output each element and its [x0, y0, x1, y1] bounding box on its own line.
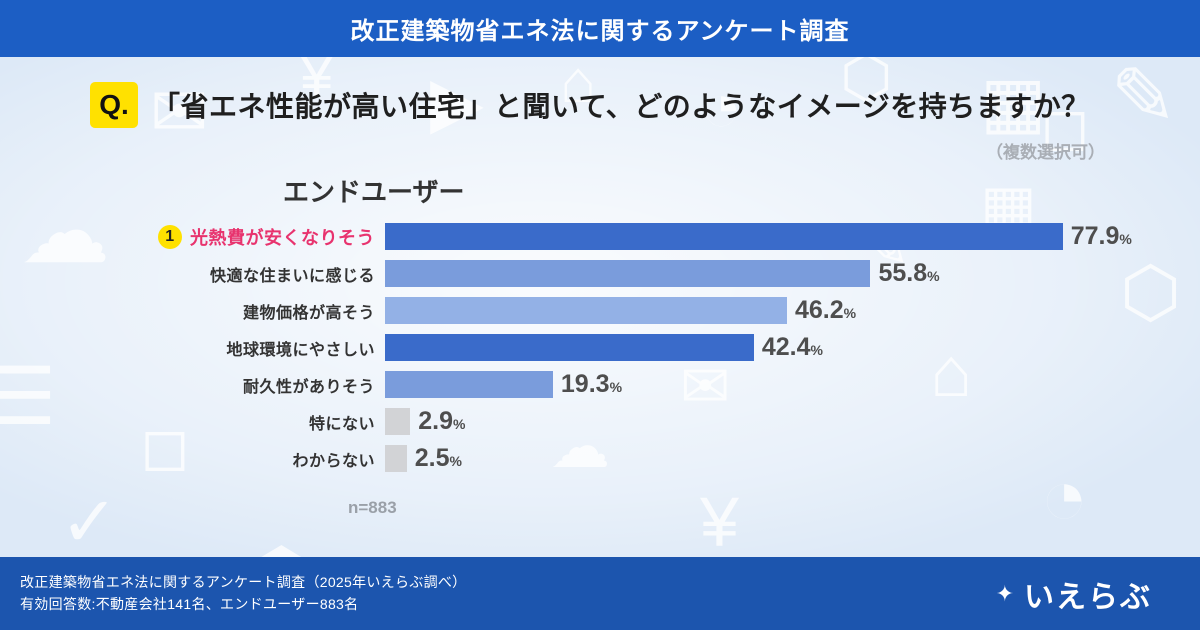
chart-row: 地球環境にやさしい 42.4% [90, 329, 1170, 366]
question-text: 「省エネ性能が高い住宅」と聞いて、どのようなイメージを持ちますか？ [152, 91, 1090, 122]
bar-segment [385, 371, 553, 398]
bar-label-text: 快適な住まいに感じる [209, 267, 375, 285]
bar-track: 19.3% [385, 370, 1170, 399]
decorative-icon: ¥ [700, 483, 739, 557]
bar-label: 快適な住まいに感じる [90, 262, 385, 286]
decorative-icon: ✓ [60, 483, 119, 557]
bar-value: 2.9% [418, 407, 466, 435]
ielove-logo-text: いえらぶ [1024, 580, 1152, 614]
bar-segment [385, 297, 787, 324]
bar-track: 46.2% [385, 296, 1170, 325]
bar-track: 77.9% [385, 222, 1170, 251]
ielove-logo-icon: ✦ [995, 580, 1016, 606]
bar-label: 地球環境にやさしい [90, 336, 385, 360]
bar-label: 1 光熱費が安くなりそう [90, 224, 385, 250]
chart-row: 1 光熱費が安くなりそう 77.9% [90, 218, 1170, 255]
bar-track: 2.9% [385, 407, 1170, 436]
bar-label: わからない [90, 447, 385, 471]
footer: 改正建築物省エネ法に関するアンケート調査（2025年いえらぶ調べ） 有効回答数:… [0, 557, 1200, 630]
bar-label-text: 光熱費が安くなりそう [190, 227, 375, 248]
page-title: 改正建築物省エネ法に関するアンケート調査 [0, 0, 1200, 57]
footer-line1: 改正建築物省エネ法に関するアンケート調査（2025年いえらぶ調べ） [20, 573, 467, 590]
chart-row: わからない 2.5% [90, 440, 1170, 477]
bar-label-text: 耐久性がありそう [242, 378, 375, 396]
decorative-icon: ☗ [250, 537, 313, 557]
bar-track: 2.5% [385, 444, 1170, 473]
chart-row: 特にない 2.9% [90, 403, 1170, 440]
bar-value: 2.5% [414, 444, 462, 472]
footer-line2: 有効回答数:不動産会社141名、エンドユーザー883名 [20, 595, 359, 612]
bar-segment [385, 260, 871, 287]
bar-value: 77.9% [1070, 222, 1132, 250]
bar-segment [385, 223, 1063, 250]
chart-row: 快適な住まいに感じる 55.8% [90, 255, 1170, 292]
bar-value: 55.8% [878, 259, 940, 287]
bar-segment [385, 445, 407, 472]
bar-label-text: 建物価格が高そう [242, 304, 375, 322]
ielove-logo: ✦ いえらぶ [996, 572, 1152, 616]
bar-track: 42.4% [385, 333, 1170, 362]
bar-label-text: 地球環境にやさしい [226, 341, 375, 359]
rank-badge: 1 [158, 224, 182, 249]
bar-value: 19.3% [560, 370, 623, 398]
bar-value: 46.2% [794, 296, 857, 324]
question-badge: Q. [90, 82, 138, 128]
bar-label: 建物価格が高そう [90, 299, 385, 323]
chart-row: 耐久性がありそう 19.3% [90, 366, 1170, 403]
bar-label: 特にない [90, 410, 385, 434]
multi-select-note: （複数選択可） [986, 143, 1105, 162]
sample-size: n=883 [348, 498, 397, 517]
question-row: Q. 「省エネ性能が高い住宅」と聞いて、どのようなイメージを持ちますか？ [90, 82, 1130, 128]
chart-row: 建物価格が高そう 46.2% [90, 292, 1170, 329]
bar-segment [385, 334, 754, 361]
bar-label-text: わからない [292, 452, 375, 470]
decorative-icon: ☰ [0, 352, 57, 441]
bar-segment [385, 408, 411, 435]
bar-label-text: 特にない [308, 415, 375, 433]
bar-track: 55.8% [385, 259, 1170, 288]
bar-label: 耐久性がありそう [90, 373, 385, 397]
chart-title: エンドユーザー [283, 177, 465, 207]
bar-chart: 1 光熱費が安くなりそう 77.9% 快適な住まいに感じる 55.8% 建物価格が高そう 4… [90, 218, 1170, 477]
footer-source-text: 改正建築物省エネ法に関するアンケート調査（2025年いえらぶ調べ） 有効回答数:… [20, 572, 466, 615]
bar-value: 42.4% [761, 333, 823, 361]
